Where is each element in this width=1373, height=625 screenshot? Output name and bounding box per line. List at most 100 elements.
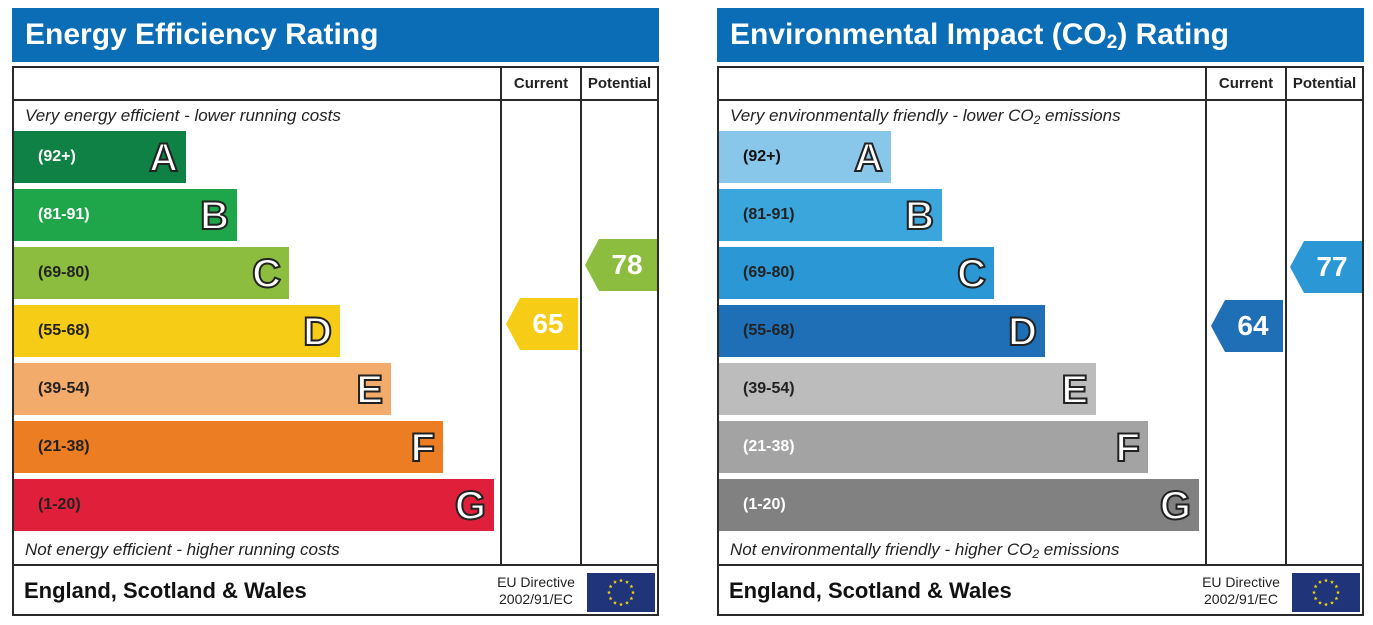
band-letter: B (199, 193, 230, 239)
band-range-label: (39-54) (743, 380, 795, 397)
eu-star-icon (608, 596, 613, 601)
eu-star-icon (619, 578, 623, 583)
band-e: (39-54) E (14, 363, 391, 415)
column-divider (500, 68, 502, 566)
eu-star-icon (1334, 584, 1339, 589)
footer-divider (14, 564, 657, 566)
bottom-caption-main: Not environmentally friendly - higher CO (730, 540, 1033, 559)
chart-title: Energy Efficiency Rating (12, 8, 659, 62)
footer-divider (719, 564, 1362, 566)
eu-star-icon (625, 600, 629, 605)
rating-frame: Current Potential Very environmentally f… (717, 66, 1364, 616)
column-divider (1205, 68, 1207, 566)
eu-star-icon (1330, 580, 1334, 584)
footer-country: England, Scotland & Wales (729, 578, 1012, 603)
band-letter: A (853, 135, 884, 181)
band-range-label: (21-38) (38, 438, 90, 455)
bottom-caption: Not environmentally friendly - higher CO… (730, 540, 1119, 560)
eu-star-icon (629, 596, 634, 601)
band-d: (55-68) D (14, 305, 340, 357)
band-range-label: (39-54) (38, 380, 90, 397)
eu-star-icon (625, 580, 629, 584)
title-subscript: 2 (1106, 32, 1118, 53)
band-f: (21-38) F (719, 421, 1148, 473)
bottom-caption: Not energy efficient - higher running co… (25, 540, 340, 559)
chart-title: Environmental Impact (CO2) Rating (717, 8, 1364, 62)
column-divider (1285, 68, 1287, 566)
top-caption: Very energy efficient - lower running co… (25, 106, 341, 125)
eu-star-icon (608, 584, 613, 589)
eu-star-icon (1318, 580, 1322, 584)
eu-star-icon (619, 602, 623, 607)
bottom-caption-end: emissions (1039, 540, 1120, 559)
band-f: (21-38) F (14, 421, 443, 473)
band-e: (39-54) E (719, 363, 1096, 415)
top-caption-subscript: 2 (1033, 113, 1041, 127)
eu-flag-icon (587, 573, 655, 612)
eu-directive-line1: EU Directive (497, 574, 575, 590)
band-a: (92+) A (719, 131, 891, 183)
current-rating-arrow: 65 (506, 298, 578, 350)
band-letter: G (454, 483, 487, 529)
eu-directive-line2: 2002/91/EC (499, 591, 573, 607)
eu-star-icon (1336, 590, 1340, 595)
title-end: ) Rating (1117, 18, 1229, 51)
potential-rating-arrow: 78 (585, 239, 657, 291)
band-letter: F (1115, 425, 1141, 471)
band-letter: G (1159, 483, 1192, 529)
band-c: (69-80) C (14, 247, 289, 299)
potential-rating-arrow: 77 (1290, 241, 1362, 293)
eu-star-icon (1330, 600, 1334, 605)
eu-flag-icon (1292, 573, 1360, 612)
eu-star-icon (1312, 590, 1316, 595)
top-caption: Very environmentally friendly - lower CO… (730, 106, 1121, 126)
eu-star-icon (1334, 596, 1339, 601)
environmental-impact-panel: Environmental Impact (CO2) Rating Curren… (717, 8, 1364, 616)
current-rating-arrow: 64 (1211, 300, 1283, 352)
band-letter: E (1060, 367, 1089, 413)
band-c: (69-80) C (719, 247, 994, 299)
header-divider (719, 99, 1362, 101)
band-a: (92+) A (14, 131, 186, 183)
band-range-label: (55-68) (38, 322, 90, 339)
band-b: (81-91) B (14, 189, 237, 241)
band-range-label: (81-91) (743, 206, 795, 223)
eu-star-icon (631, 590, 635, 595)
eu-star-icon (613, 600, 617, 605)
eu-star-icon (629, 584, 634, 589)
current-column-header: Current (513, 75, 569, 92)
band-range-label: (69-80) (743, 264, 795, 281)
band-range-label: (21-38) (743, 438, 795, 455)
band-letter: D (302, 309, 333, 355)
band-range-label: (55-68) (743, 322, 795, 339)
column-divider (580, 68, 582, 566)
eu-directive: EU Directive 2002/91/EC (486, 574, 586, 608)
eu-star-icon (607, 590, 611, 595)
potential-column-header: Potential (1292, 75, 1357, 92)
eu-star-icon (1318, 600, 1322, 605)
energy-efficiency-panel: Energy Efficiency Rating Current Potenti… (12, 8, 659, 616)
band-letter: D (1007, 309, 1038, 355)
bottom-caption-subscript: 2 (1032, 547, 1040, 561)
band-letter: C (956, 251, 987, 297)
eu-star-icon (613, 580, 617, 584)
potential-column-header: Potential (587, 75, 652, 92)
band-letter: C (251, 251, 282, 297)
band-range-label: (81-91) (38, 206, 90, 223)
band-g: (1-20) G (719, 479, 1199, 531)
eu-star-icon (1324, 602, 1328, 607)
band-range-label: (69-80) (38, 264, 90, 281)
band-letter: F (410, 425, 436, 471)
eu-directive-line2: 2002/91/EC (1204, 591, 1278, 607)
band-range-label: (1-20) (743, 496, 786, 513)
footer-country: England, Scotland & Wales (24, 578, 307, 603)
band-g: (1-20) G (14, 479, 494, 531)
eu-directive-line1: EU Directive (1202, 574, 1280, 590)
band-b: (81-91) B (719, 189, 942, 241)
top-caption-main: Very environmentally friendly - lower CO (730, 106, 1034, 125)
band-range-label: (92+) (743, 148, 781, 165)
band-letter: E (355, 367, 384, 413)
band-range-label: (92+) (38, 148, 76, 165)
current-column-header: Current (1218, 75, 1274, 92)
header-divider (14, 99, 657, 101)
